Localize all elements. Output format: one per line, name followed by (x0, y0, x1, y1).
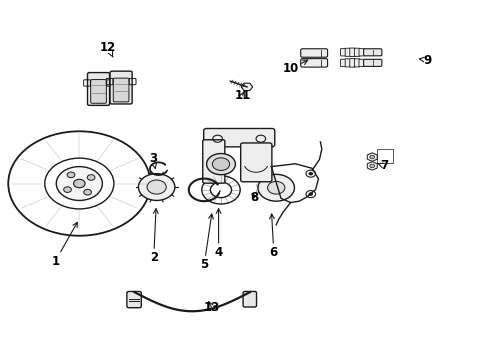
FancyBboxPatch shape (354, 59, 360, 67)
Text: 1: 1 (51, 222, 77, 267)
FancyBboxPatch shape (127, 292, 141, 308)
Text: 11: 11 (235, 89, 251, 102)
FancyBboxPatch shape (88, 73, 110, 105)
Circle shape (370, 155, 375, 159)
FancyBboxPatch shape (301, 49, 328, 57)
FancyBboxPatch shape (113, 78, 129, 102)
Text: 9: 9 (419, 54, 432, 67)
FancyBboxPatch shape (359, 49, 365, 56)
FancyBboxPatch shape (345, 48, 351, 57)
Circle shape (309, 193, 313, 195)
Circle shape (84, 189, 92, 195)
FancyBboxPatch shape (345, 59, 351, 67)
FancyBboxPatch shape (359, 59, 365, 67)
FancyBboxPatch shape (241, 143, 272, 182)
Circle shape (258, 174, 294, 201)
Circle shape (309, 172, 313, 175)
FancyBboxPatch shape (243, 292, 257, 307)
Circle shape (87, 175, 95, 180)
Text: 6: 6 (270, 214, 278, 259)
FancyBboxPatch shape (364, 59, 382, 66)
Text: 3: 3 (149, 152, 157, 168)
Circle shape (147, 180, 166, 194)
Circle shape (212, 158, 230, 171)
Polygon shape (368, 153, 377, 161)
FancyBboxPatch shape (203, 140, 225, 183)
FancyBboxPatch shape (354, 48, 360, 57)
FancyBboxPatch shape (350, 48, 355, 57)
FancyBboxPatch shape (341, 49, 346, 56)
FancyBboxPatch shape (350, 59, 355, 67)
Text: 10: 10 (283, 60, 308, 75)
Circle shape (268, 181, 285, 194)
FancyBboxPatch shape (91, 80, 106, 103)
Circle shape (67, 172, 75, 178)
Text: 4: 4 (215, 209, 223, 259)
Circle shape (138, 174, 175, 201)
FancyBboxPatch shape (364, 49, 382, 56)
Polygon shape (368, 162, 377, 170)
Circle shape (370, 164, 375, 168)
FancyBboxPatch shape (301, 59, 328, 67)
Circle shape (56, 167, 102, 201)
Polygon shape (241, 83, 253, 90)
Text: 2: 2 (150, 209, 158, 264)
Circle shape (74, 179, 85, 188)
FancyBboxPatch shape (341, 59, 346, 67)
Text: 7: 7 (377, 159, 388, 172)
Text: 5: 5 (200, 214, 213, 271)
Text: 8: 8 (250, 191, 259, 204)
Text: 13: 13 (203, 301, 220, 314)
Circle shape (64, 187, 72, 193)
Text: 12: 12 (100, 41, 116, 57)
Circle shape (207, 153, 235, 175)
FancyBboxPatch shape (110, 71, 132, 104)
FancyBboxPatch shape (204, 129, 275, 147)
